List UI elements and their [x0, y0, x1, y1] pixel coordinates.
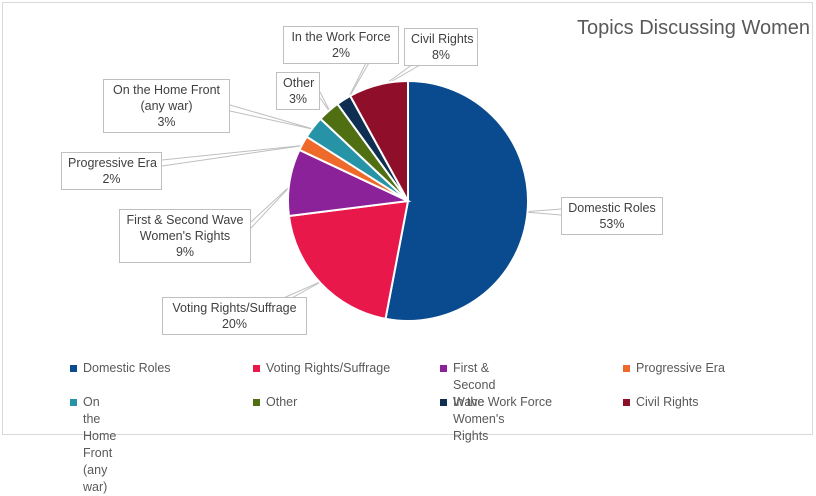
label-name: Domestic Roles	[568, 201, 656, 215]
legend-label: Domestic Roles	[83, 361, 171, 375]
label-value: 53%	[599, 217, 625, 231]
pie-slice-domestic-roles[interactable]	[384, 79, 529, 322]
label-value: 2%	[331, 46, 351, 60]
label-name: Progressive Era	[68, 156, 157, 170]
label-name-2: Women's Rights	[139, 229, 231, 243]
legend-label: Civil Rights	[636, 395, 699, 409]
label-value: 9%	[175, 245, 195, 259]
pie-plot	[161, 54, 562, 322]
legend-swatch	[70, 365, 77, 372]
label-name: Other	[283, 76, 315, 90]
label-name: Voting Rights/Suffrage	[172, 301, 297, 315]
data-label-home-front: On the Home Front (any war) 3%	[103, 79, 230, 133]
label-value: 3%	[288, 92, 308, 106]
legend-label: Other	[266, 395, 298, 409]
label-name: In the Work Force	[291, 30, 391, 44]
legend-label: Voting Rights/Suffrage	[266, 361, 391, 375]
leader-line	[250, 182, 294, 229]
label-name-2: (any war)	[140, 99, 193, 113]
leader-line	[523, 211, 562, 216]
data-label-voting-rights: Voting Rights/Suffrage 20%	[162, 297, 307, 335]
legend-swatch	[440, 399, 447, 406]
label-name: First & Second Wave	[126, 213, 244, 227]
legend-swatch	[440, 365, 447, 372]
legend-label: Progressive Era	[636, 361, 725, 375]
leader-line	[229, 110, 317, 131]
legend-swatch	[623, 365, 630, 372]
data-label-domestic-roles: Domestic Roles 53%	[561, 197, 663, 235]
data-label-work-force: In the Work Force 2%	[283, 26, 399, 64]
leader-line	[161, 144, 307, 161]
leader-line	[161, 144, 307, 167]
data-label-civil-rights: Civil Rights 8%	[404, 28, 478, 66]
chart-title: Topics Discussing Women	[576, 17, 810, 39]
legend-swatch	[253, 365, 260, 372]
pie-slices	[287, 79, 529, 322]
data-label-first-second-wave: First & Second Wave Women's Rights 9%	[119, 209, 251, 263]
leader-line	[229, 104, 317, 131]
label-value: 2%	[102, 172, 121, 186]
leader-line	[250, 182, 294, 223]
leader-line	[523, 208, 562, 213]
legend-swatch	[253, 399, 260, 406]
data-label-other: Other 3%	[276, 72, 320, 110]
data-label-progressive-era: Progressive Era 2%	[61, 152, 162, 190]
legend-label: On the Home Front (any war)	[83, 395, 117, 494]
pie-slice-voting-rights[interactable]	[287, 199, 410, 321]
legend-swatch	[623, 399, 630, 406]
legend-swatch	[70, 399, 77, 406]
pie-slice-civil-rights[interactable]	[348, 79, 409, 202]
label-value: 3%	[157, 115, 176, 129]
label-value: 20%	[221, 317, 248, 331]
label-name: Civil Rights	[411, 32, 474, 46]
label-value: 8%	[431, 48, 451, 62]
legend-label: In the Work Force	[453, 395, 553, 409]
label-name: On the Home Front	[113, 83, 220, 97]
